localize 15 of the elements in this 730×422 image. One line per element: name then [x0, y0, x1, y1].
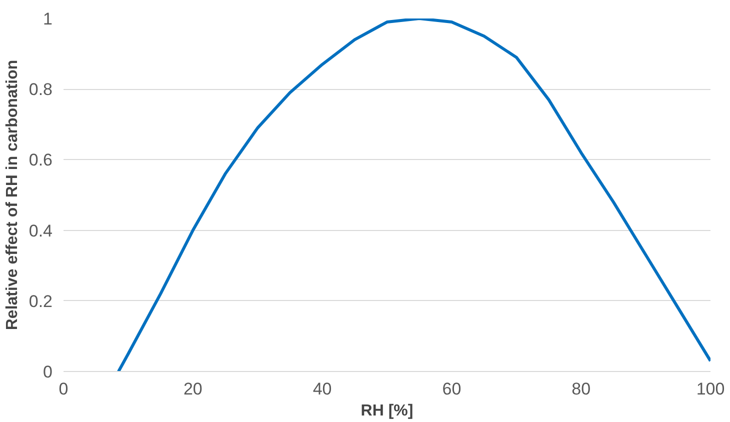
y-tick-label: 1	[43, 10, 53, 28]
y-tick-label: 0.4	[28, 221, 53, 240]
y-tick-label: 0.8	[28, 80, 53, 100]
x-axis-title: RH [%]	[360, 402, 414, 420]
y-tick-label: 0.6	[28, 150, 53, 170]
x-tick-label: 20	[183, 380, 202, 398]
x-tick-label: 40	[312, 380, 332, 398]
x-tick-label: 0	[58, 380, 68, 398]
line-series	[116, 18, 710, 372]
x-tick-label: 60	[442, 380, 462, 398]
x-tick-label: 100	[696, 380, 725, 398]
y-tick-label: 0.2	[28, 292, 53, 311]
y-tick-label: 0	[43, 362, 53, 382]
x-tick-label: 80	[572, 380, 591, 398]
y-axis-title: Relative effect of RH in carbonation	[4, 60, 21, 330]
